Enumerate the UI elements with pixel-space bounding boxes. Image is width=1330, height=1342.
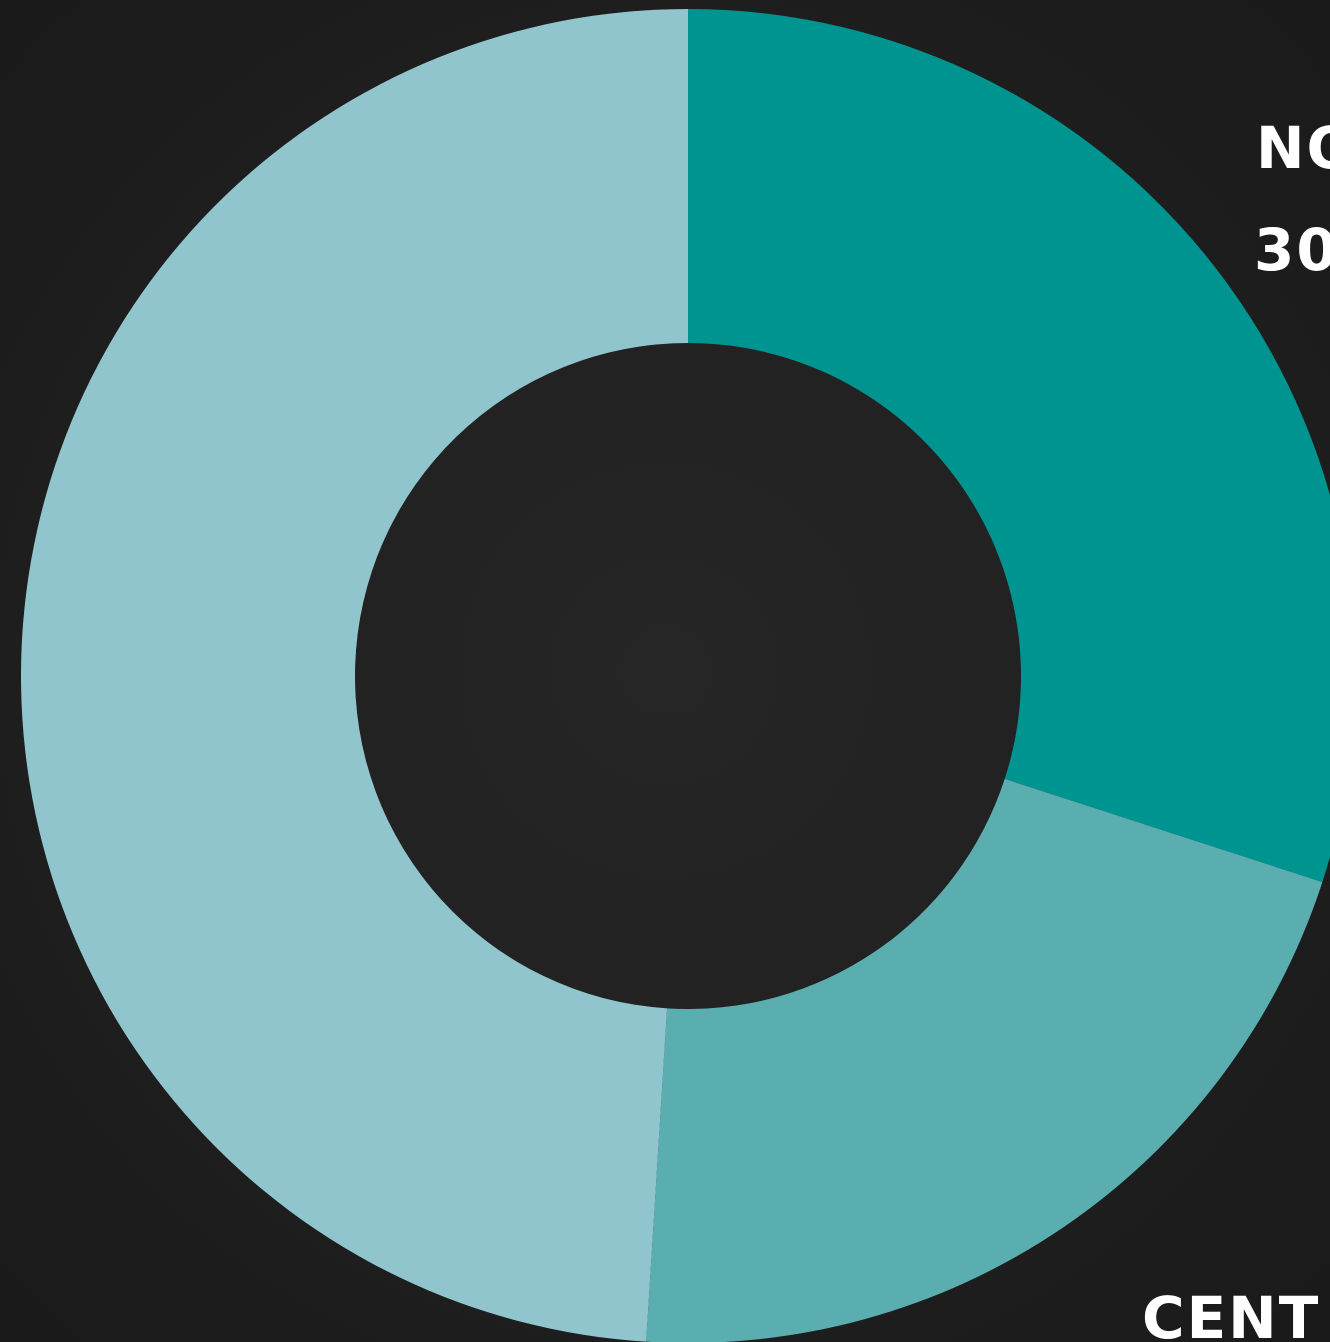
slice [688,9,1330,883]
slice [646,778,1323,1342]
slice-value-label: 30 [1254,216,1330,284]
slice-label: NO [1256,114,1330,182]
slice-label: CENT [1142,1284,1320,1342]
donut [20,9,1330,1342]
slice [20,9,688,1342]
